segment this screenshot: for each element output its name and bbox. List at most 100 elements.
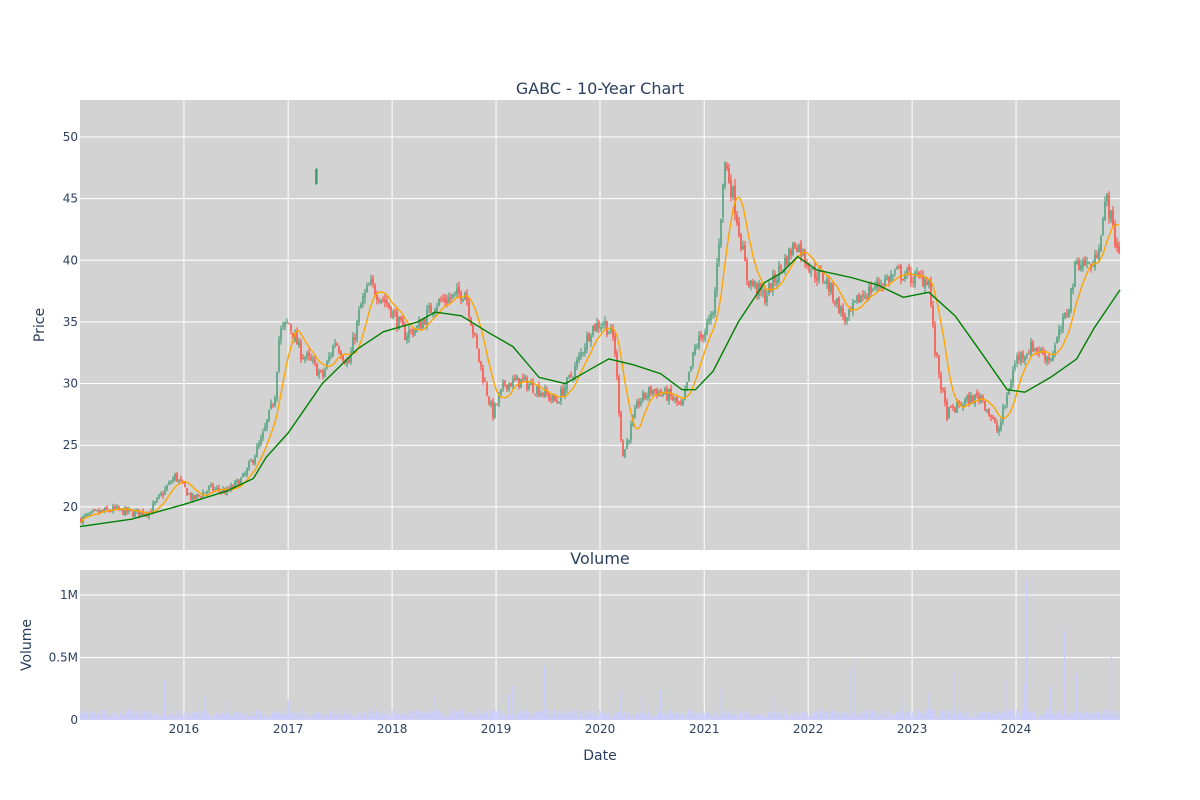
price-candle: [440, 296, 442, 303]
volume-x-tick-label: 2022: [793, 722, 824, 736]
price-candle: [840, 305, 842, 317]
price-candle: [634, 404, 636, 419]
price-candle: [364, 288, 366, 304]
price-candle: [150, 508, 152, 513]
price-candle: [88, 512, 90, 517]
price-candle: [764, 285, 766, 306]
price-candle: [778, 260, 780, 285]
price-candle: [614, 331, 616, 358]
price-candle: [1072, 283, 1074, 295]
volume-x-tick-label: 2023: [897, 722, 928, 736]
price-candle: [494, 402, 496, 419]
price-candle: [1016, 352, 1018, 368]
price-candle: [274, 395, 276, 408]
price-candle: [710, 311, 712, 325]
price-candle: [694, 343, 696, 356]
price-candle: [804, 248, 806, 268]
price-candle: [988, 407, 990, 417]
price-candle: [596, 318, 598, 333]
price-candle: [1002, 403, 1004, 425]
price-candle: [1080, 259, 1082, 272]
price-candle: [1042, 346, 1044, 355]
price-candle: [384, 294, 386, 308]
price-candle: [306, 351, 308, 361]
price-candle: [190, 492, 192, 502]
price-candle: [252, 459, 254, 465]
price-y-tick-label: 40: [63, 253, 78, 267]
price-candle: [910, 266, 912, 288]
price-candle: [740, 232, 742, 252]
price-candle: [722, 183, 724, 223]
price-candle: [482, 364, 484, 385]
price-candle: [166, 484, 168, 492]
volume-y-tick-label: 1M: [60, 588, 78, 602]
price-candle: [940, 371, 942, 394]
price-candle: [584, 343, 586, 357]
price-candle: [1082, 257, 1084, 272]
price-candle: [310, 353, 312, 362]
price-candle: [560, 385, 562, 406]
price-candle: [408, 325, 410, 343]
price-candle: [372, 274, 374, 288]
price-candle: [488, 396, 490, 406]
price-candle: [1064, 311, 1066, 320]
price-candle-outlier: [315, 167, 318, 186]
price-candle: [262, 428, 264, 442]
price-candle: [818, 265, 820, 284]
price-candle: [650, 385, 652, 397]
price-candle: [1010, 378, 1012, 391]
price-candle: [746, 257, 748, 286]
price-y-tick-label: 35: [63, 315, 78, 329]
price-candle: [180, 475, 182, 483]
price-candle: [792, 241, 794, 257]
price-candle: [334, 338, 336, 349]
price-candle: [522, 373, 524, 383]
volume-x-ticks: 2016 2017 2018 2019 2020 2021 2022 2023 2024: [169, 722, 1032, 736]
price-candle: [856, 295, 858, 305]
price-candle: [324, 367, 326, 378]
price-candle: [380, 299, 382, 305]
price-candle: [706, 318, 708, 336]
price-candle: [562, 384, 564, 397]
price-candle: [776, 274, 778, 290]
price-candle: [832, 280, 834, 304]
price-candle: [254, 454, 256, 466]
price-candle: [314, 355, 316, 367]
price-candle: [550, 394, 552, 404]
price-candle: [242, 472, 244, 478]
price-candle: [730, 174, 732, 202]
price-candle: [340, 349, 342, 360]
price-candle: [604, 316, 606, 329]
price-candle: [276, 371, 278, 403]
price-candle: [94, 508, 96, 512]
price-candle: [248, 460, 250, 471]
price-candle: [1012, 365, 1014, 388]
price-candle: [566, 376, 568, 394]
price-candle: [934, 320, 936, 358]
price-candle: [762, 286, 764, 298]
price-candle: [156, 496, 158, 503]
price-candle: [164, 485, 166, 496]
price-candle: [1008, 387, 1010, 395]
price-candle: [280, 325, 282, 345]
price-candle: [320, 369, 322, 374]
price-candle: [1004, 405, 1006, 410]
price-candle: [692, 351, 694, 369]
price-candle: [1102, 216, 1104, 236]
price-candle: [256, 442, 258, 458]
price-candle: [890, 270, 892, 283]
price-candle: [672, 394, 674, 402]
price-candle: [878, 277, 880, 292]
volume-x-tick-label: 2016: [169, 722, 200, 736]
price-candle: [450, 293, 452, 303]
volume-y-ticks: 0 0.5M 1M: [49, 588, 78, 727]
price-candle: [862, 290, 864, 301]
price-candle: [736, 210, 738, 226]
price-candle: [1028, 349, 1030, 355]
price-candle: [534, 393, 536, 396]
price-candle: [162, 490, 164, 499]
price-candle: [194, 494, 196, 500]
price-candle: [978, 391, 980, 405]
price-candle: [872, 287, 874, 292]
price-candle: [540, 390, 542, 398]
